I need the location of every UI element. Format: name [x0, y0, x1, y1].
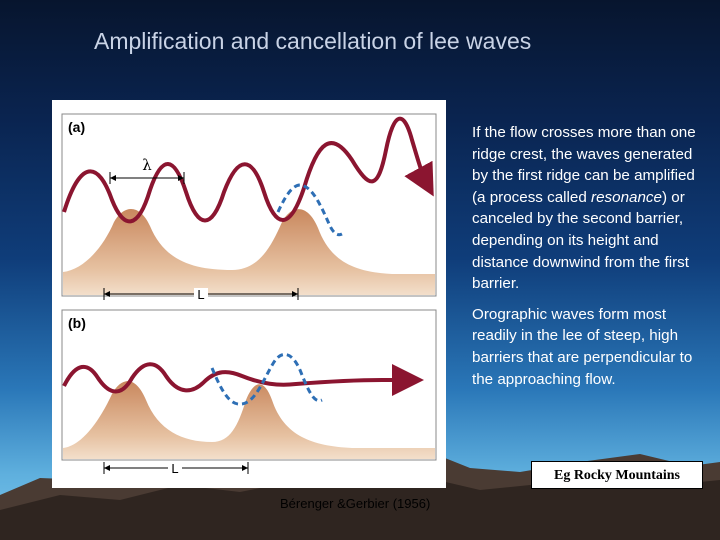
orographic-paragraph: Orographic waves form most readily in th…	[472, 305, 693, 388]
panel-b: (b)	[61, 309, 437, 461]
panel-b-terrain	[63, 381, 435, 459]
panel-b-distance-marker: L	[103, 461, 249, 476]
panel-b-second-ridge-wave	[210, 353, 323, 406]
panel-a-terrain	[63, 208, 435, 295]
panel-a: (a) λ	[61, 113, 437, 297]
slide-title: Amplification and cancellation of lee wa…	[94, 28, 532, 54]
panel-b-label: (b)	[68, 315, 86, 331]
panel-b-distance-label: L	[171, 461, 178, 476]
panel-a-distance-label: L	[197, 287, 204, 302]
resonance-term: resonance	[591, 188, 662, 206]
citation: Bérenger &Gerbier (1956)	[280, 496, 431, 511]
panel-a-second-ridge-wave	[276, 183, 343, 237]
panel-a-label: (a)	[68, 119, 85, 135]
panel-a-wavelength-label: λ	[142, 156, 152, 174]
resonance-paragraph: If the flow crosses more than one ridge …	[472, 124, 696, 293]
panel-a-flow-wave	[62, 116, 434, 224]
panel-a-distance-marker: L	[103, 287, 299, 302]
example-label: Eg Rocky Mountains	[531, 461, 703, 489]
lee-wave-figure: (a) λ L (b) L	[52, 100, 446, 488]
explanation-text: If the flow crosses more than one ridge …	[472, 122, 712, 390]
panel-b-flow-wave	[62, 362, 424, 396]
